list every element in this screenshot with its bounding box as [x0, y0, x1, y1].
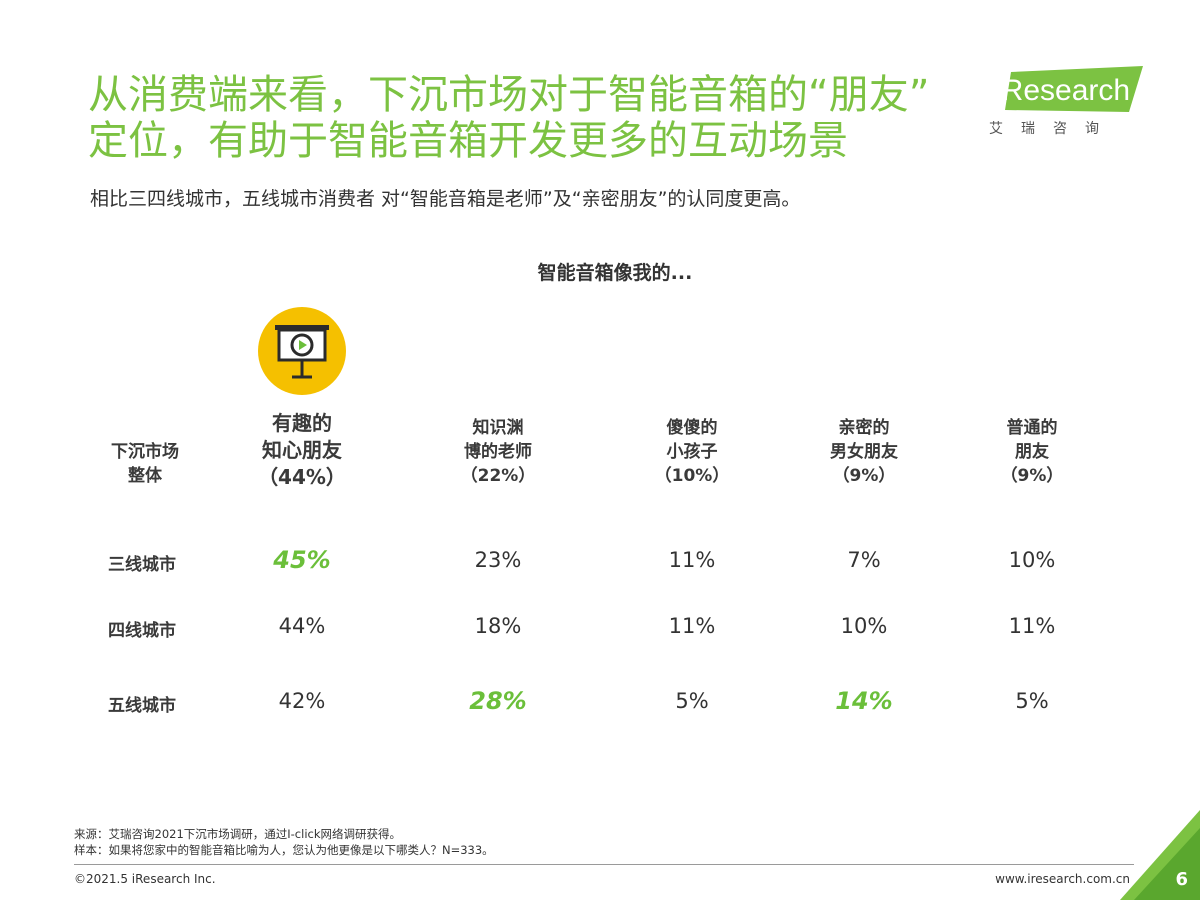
page-subtitle: 相比三四线城市，五线城市消费者 对“智能音箱是老师”及“亲密朋友”的认同度更高。 [90, 188, 801, 210]
logo-cn-text: 艾瑞咨询 [989, 121, 1117, 137]
logo-word-text: iResearch [995, 74, 1130, 107]
column-header-line: 博的老师 [464, 442, 532, 462]
table-cell: 18% [474, 614, 522, 638]
page-corner-decoration [1120, 810, 1200, 900]
footnotes: 来源：艾瑞咨询2021下沉市场调研，通过I-click网络调研获得。 样本：如果… [74, 826, 494, 858]
sample-note: 样本：如果将您家中的智能音箱比喻为人，您认为他更像是以下哪类人？N=333。 [74, 843, 494, 857]
column-header-line: （44%） [258, 465, 346, 489]
table-cell: 14% [835, 687, 893, 715]
column-header: 亲密的男女朋友 （9%） [784, 416, 944, 488]
logo-wordmark: iResearch [995, 66, 1143, 112]
page-number: 6 [1175, 869, 1188, 890]
column-header-line: 男女朋友 [830, 442, 898, 462]
column-header-line: 知心朋友 [262, 438, 342, 462]
table-cell: 42% [278, 689, 326, 713]
table-cell: 45% [273, 546, 331, 574]
table-cell: 7% [847, 548, 881, 572]
table-cell: 23% [474, 548, 522, 572]
website-text: www.iresearch.com.cn [995, 872, 1130, 886]
column-header-line: 傻傻的 [666, 418, 718, 438]
row-header-line: 整体 [128, 466, 162, 486]
table-title: 智能音箱像我的... [537, 262, 693, 284]
title-line-2: 定位，有助于智能音箱开发更多的互动场景 [88, 118, 848, 164]
column-header-line: 小孩子 [666, 442, 718, 462]
column-header-line: 普通的 [1006, 418, 1058, 438]
column-header: 知识渊博的老师 （22%） [418, 416, 578, 488]
row-label: 三线城市 [108, 555, 176, 575]
footer-divider [74, 864, 1134, 865]
column-header-line: 朋友 [1015, 442, 1049, 462]
column-header: 傻傻的小孩子 （10%） [612, 416, 772, 488]
presentation-play-icon [258, 307, 346, 395]
table-cell: 11% [668, 548, 716, 572]
table-cell: 28% [469, 687, 527, 715]
column-header-line: （9%） [832, 466, 896, 486]
column-header-line: 有趣的 [272, 411, 332, 435]
table-cell: 11% [668, 614, 716, 638]
table-cell: 44% [278, 614, 326, 638]
copyright-text: ©2021.5 iResearch Inc. [74, 872, 216, 886]
row-header: 下沉市场 整体 [80, 440, 210, 488]
row-label: 四线城市 [108, 621, 176, 641]
title-line-1: 从消费端来看，下沉市场对于智能音箱的“朋友” [88, 72, 930, 118]
table-cell: 5% [1015, 689, 1049, 713]
column-header-line: 亲密的 [838, 418, 890, 438]
row-label: 五线城市 [108, 696, 176, 716]
column-header-line: （22%） [460, 466, 536, 486]
page-title: 从消费端来看，下沉市场对于智能音箱的“朋友” 定位，有助于智能音箱开发更多的互动… [88, 72, 968, 164]
table-cell: 5% [675, 689, 709, 713]
table-cell: 10% [1008, 548, 1056, 572]
row-header-line: 下沉市场 [111, 442, 179, 462]
column-header-line: 知识渊 [472, 418, 524, 438]
iresearch-logo: iResearch 艾瑞咨询 [985, 14, 1150, 174]
source-note: 来源：艾瑞咨询2021下沉市场调研，通过I-click网络调研获得。 [74, 827, 402, 841]
column-header: 有趣的知心朋友 （44%） [222, 410, 382, 491]
column-header: 普通的朋友 （9%） [952, 416, 1112, 488]
table-cell: 10% [840, 614, 888, 638]
column-header-line: （9%） [1000, 466, 1064, 486]
column-header-line: （10%） [654, 466, 730, 486]
table-cell: 11% [1008, 614, 1056, 638]
